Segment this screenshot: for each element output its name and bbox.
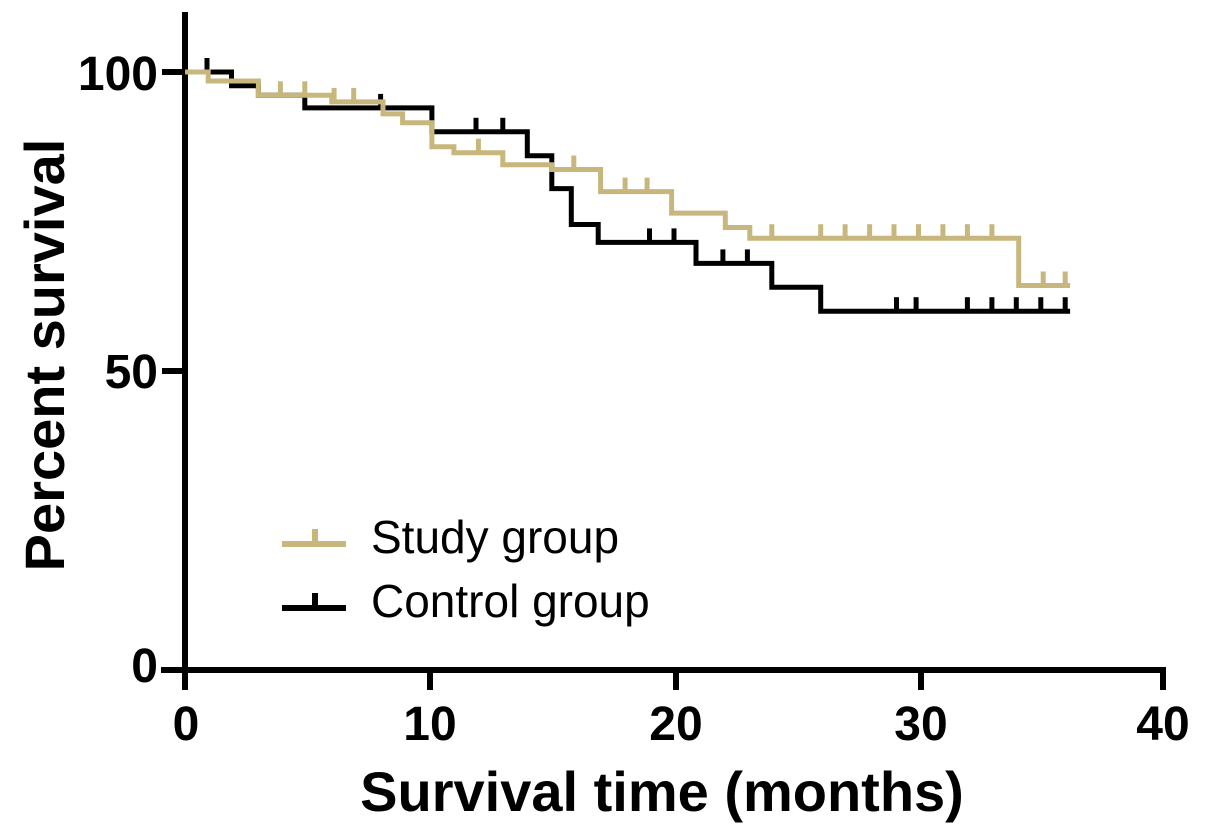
x-axis-tick-marks bbox=[427, 670, 1166, 690]
x-tick-label-40: 40 bbox=[1136, 698, 1190, 751]
series-layer bbox=[185, 58, 1071, 314]
control-group-line-swatch-icon bbox=[282, 593, 346, 611]
x-tick-label-10: 10 bbox=[403, 698, 457, 751]
legend: Study group Control group bbox=[279, 505, 650, 633]
legend-item-control-group: Control group bbox=[279, 569, 650, 633]
study-group-series bbox=[185, 69, 1071, 288]
y-tick-label-0: 0 bbox=[131, 640, 158, 693]
x-tick-label-30: 30 bbox=[894, 698, 948, 751]
y-tick-label-100: 100 bbox=[77, 48, 158, 101]
x-tick-label-0: 0 bbox=[172, 698, 200, 751]
study-group-line-swatch-icon bbox=[282, 529, 346, 547]
y-tick-label-50: 50 bbox=[104, 346, 158, 399]
legend-label-control-group: Control group bbox=[371, 575, 650, 627]
x-tick-label-20: 20 bbox=[649, 698, 703, 751]
legend-label-study-group: Study group bbox=[371, 511, 620, 563]
x-axis-title: Survival time (months) bbox=[360, 760, 964, 823]
y-axis-title: Percent survival bbox=[13, 138, 76, 572]
legend-item-study-group: Study group bbox=[279, 505, 650, 569]
y-axis-tick-marks bbox=[162, 69, 183, 374]
